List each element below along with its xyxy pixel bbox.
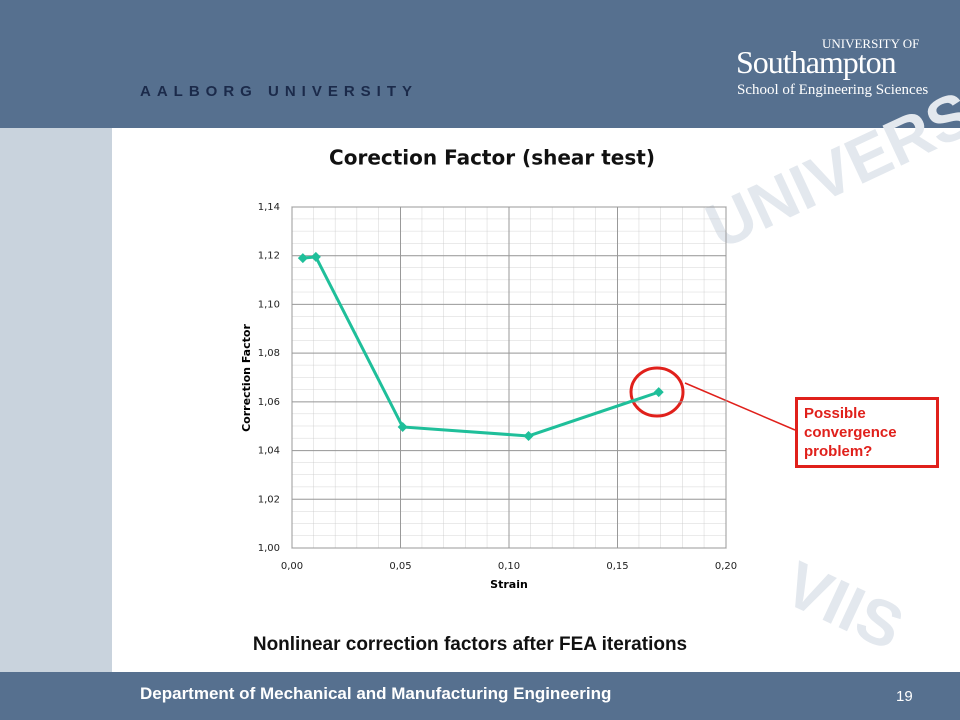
x-tick-label: 0,00 [281, 561, 303, 572]
y-tick-label: 1,02 [258, 494, 280, 505]
marker [653, 387, 664, 398]
footer [0, 672, 960, 720]
marker [397, 421, 408, 432]
y-tick-label: 1,06 [258, 397, 280, 408]
marker [297, 253, 308, 264]
y-tick-label: 1,00 [258, 543, 280, 554]
y-tick-label: 1,14 [258, 202, 280, 213]
y-tick-label: 1,10 [258, 299, 280, 310]
southampton-logo-small: UNIVERSITY OF [822, 36, 920, 51]
y-tick-label: 1,08 [258, 348, 280, 359]
y-tick-label: 1,12 [258, 251, 280, 262]
x-axis-label: Strain [490, 578, 528, 591]
annotation: Possible convergence problem? [795, 397, 939, 468]
x-tick-label: 0,10 [498, 561, 520, 572]
marker [523, 430, 534, 441]
x-tick-label: 0,20 [715, 561, 737, 572]
page-number: 19 [896, 688, 913, 705]
x-tick-label: 0,05 [389, 561, 411, 572]
callout-line [684, 382, 796, 431]
y-tick-label: 1,04 [258, 446, 280, 457]
chart-title: Corection Factor (shear test) [329, 146, 655, 170]
southampton-logo: Southampton [736, 44, 897, 80]
y-axis-label: Correction Factor [240, 324, 253, 432]
footer-text: Department of Mechanical and Manufacturi… [140, 684, 612, 703]
highlight-circle [629, 366, 685, 418]
header [0, 0, 960, 128]
southampton-school: School of Engineering Sciences [737, 82, 929, 98]
side-strip [0, 128, 112, 672]
x-tick-label: 0,15 [606, 561, 628, 572]
caption: Nonlinear correction factors after FEA i… [252, 634, 688, 655]
marker [310, 251, 321, 262]
aalborg-logo: AALBORG UNIVERSITY [140, 83, 419, 100]
